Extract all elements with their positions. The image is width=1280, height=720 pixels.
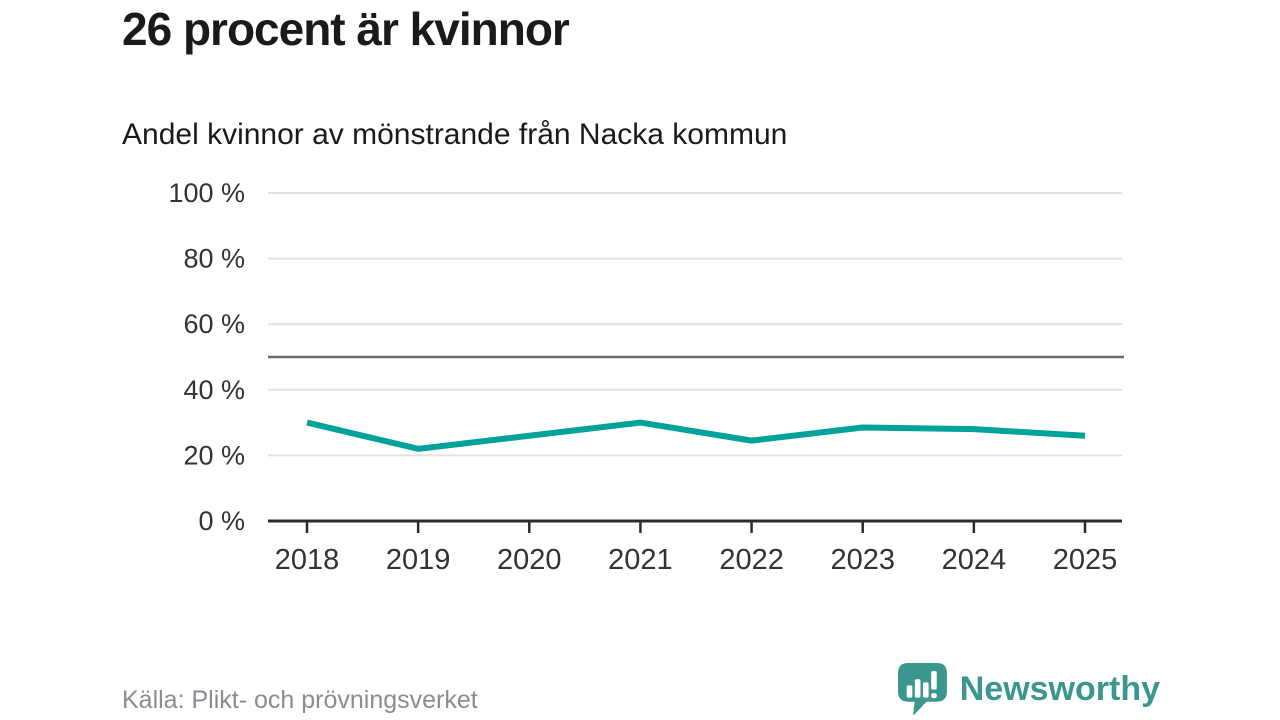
x-tick-label: 2020 [497,544,562,576]
page-title: 26 procent är kvinnor [122,3,570,55]
chart-subtitle: Andel kvinnor av mönstrande från Nacka k… [122,118,788,151]
x-tick-label: 2022 [719,544,784,576]
y-tick-label: 0 % [198,506,245,536]
x-tick-label: 2023 [830,544,895,576]
y-tick-label: 60 % [183,309,245,339]
x-tick-label: 2019 [386,544,451,576]
x-tick-label: 2018 [275,544,340,576]
x-tick-label: 2025 [1053,544,1118,576]
y-tick-label: 20 % [183,440,245,470]
newsworthy-wordmark: Newsworthy [959,670,1160,708]
source-note: Källa: Plikt- och prövningsverket [122,686,478,714]
data-line-andel-kvinnor [306,419,1086,452]
newsworthy-logo-icon [897,663,947,716]
x-tick-label: 2021 [608,544,673,576]
y-tick-label: 40 % [183,375,245,405]
y-tick-label: 80 % [183,244,245,274]
y-tick-label: 100 % [168,178,245,208]
x-tick-label: 2024 [942,544,1007,576]
newsworthy-brand: Newsworthy [897,663,1160,716]
